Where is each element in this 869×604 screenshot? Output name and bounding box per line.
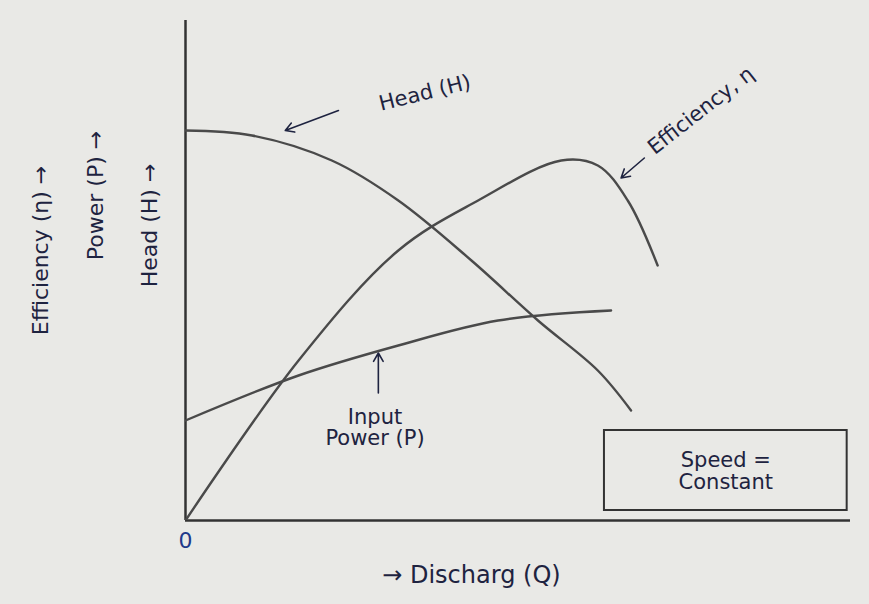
svg-text:Efficiency (η) →: Efficiency (η) → [28,166,53,336]
svg-text:Head (H): Head (H) [376,70,473,116]
svg-text:Head (H) →: Head (H) → [137,164,162,288]
svg-text:0: 0 [179,528,193,553]
svg-text:Power (P) →: Power (P) → [83,131,108,260]
svg-text:Speed =Constant: Speed =Constant [679,448,773,494]
svg-text:→ Discharg (Q): → Discharg (Q) [382,561,560,589]
svg-text:Efficiency, η: Efficiency, η [643,61,759,159]
svg-text:InputPower (P): InputPower (P) [325,405,424,450]
